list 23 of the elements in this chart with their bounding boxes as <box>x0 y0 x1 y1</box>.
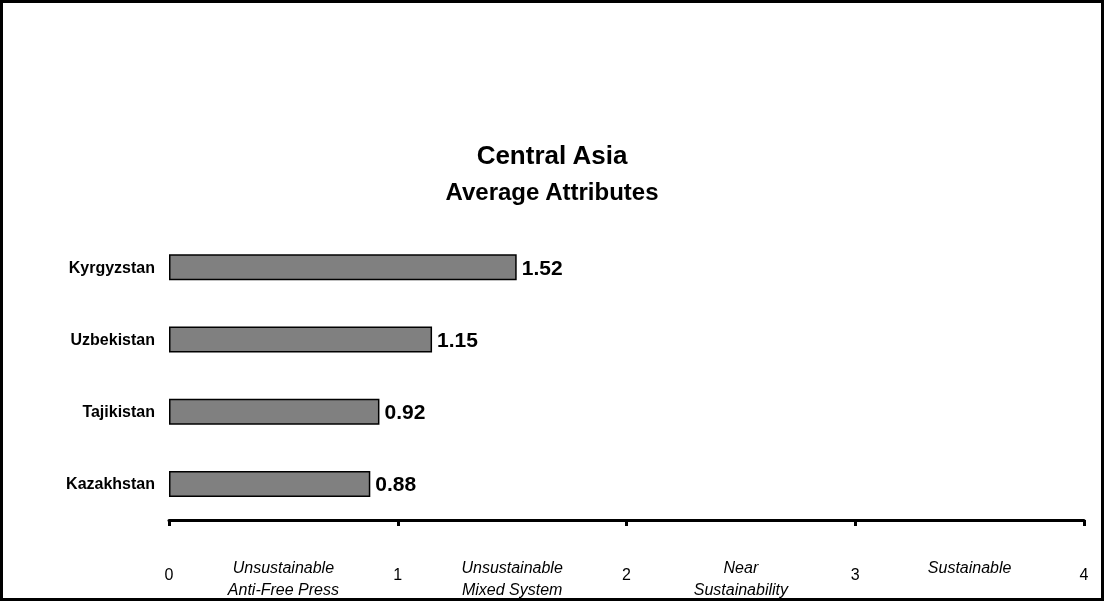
chart-subtitle: Average Attributes <box>445 177 659 205</box>
x-tick-label: 4 <box>1079 565 1089 583</box>
y-tick-label: Uzbekistan <box>70 330 155 348</box>
bar <box>169 470 371 497</box>
bar <box>169 398 380 425</box>
y-tick-label: Tajikistan <box>82 403 155 421</box>
y-tick-label: Kyrgyzstan <box>68 258 155 276</box>
x-tick-label: 3 <box>850 565 860 583</box>
x-tick-label: 2 <box>622 565 632 583</box>
x-tick-label: 0 <box>164 565 174 583</box>
data-label: 0.92 <box>384 400 426 424</box>
text: Unsustainable Anti-Free Press <box>226 558 339 598</box>
text: Unsustainable Mixed System <box>461 558 563 598</box>
text: Near Sustainability <box>693 558 790 598</box>
y-tick-label: Kazakhstan <box>66 475 155 493</box>
data-label: 1.52 <box>521 255 563 279</box>
data-label: 0.88 <box>375 472 417 496</box>
bar <box>169 326 433 353</box>
x-tick-label: 1 <box>393 565 403 583</box>
text: Sustainable <box>927 558 1012 576</box>
chart-title: Central Asia <box>476 140 628 170</box>
bar <box>169 254 517 281</box>
data-label: 1.15 <box>437 327 479 351</box>
